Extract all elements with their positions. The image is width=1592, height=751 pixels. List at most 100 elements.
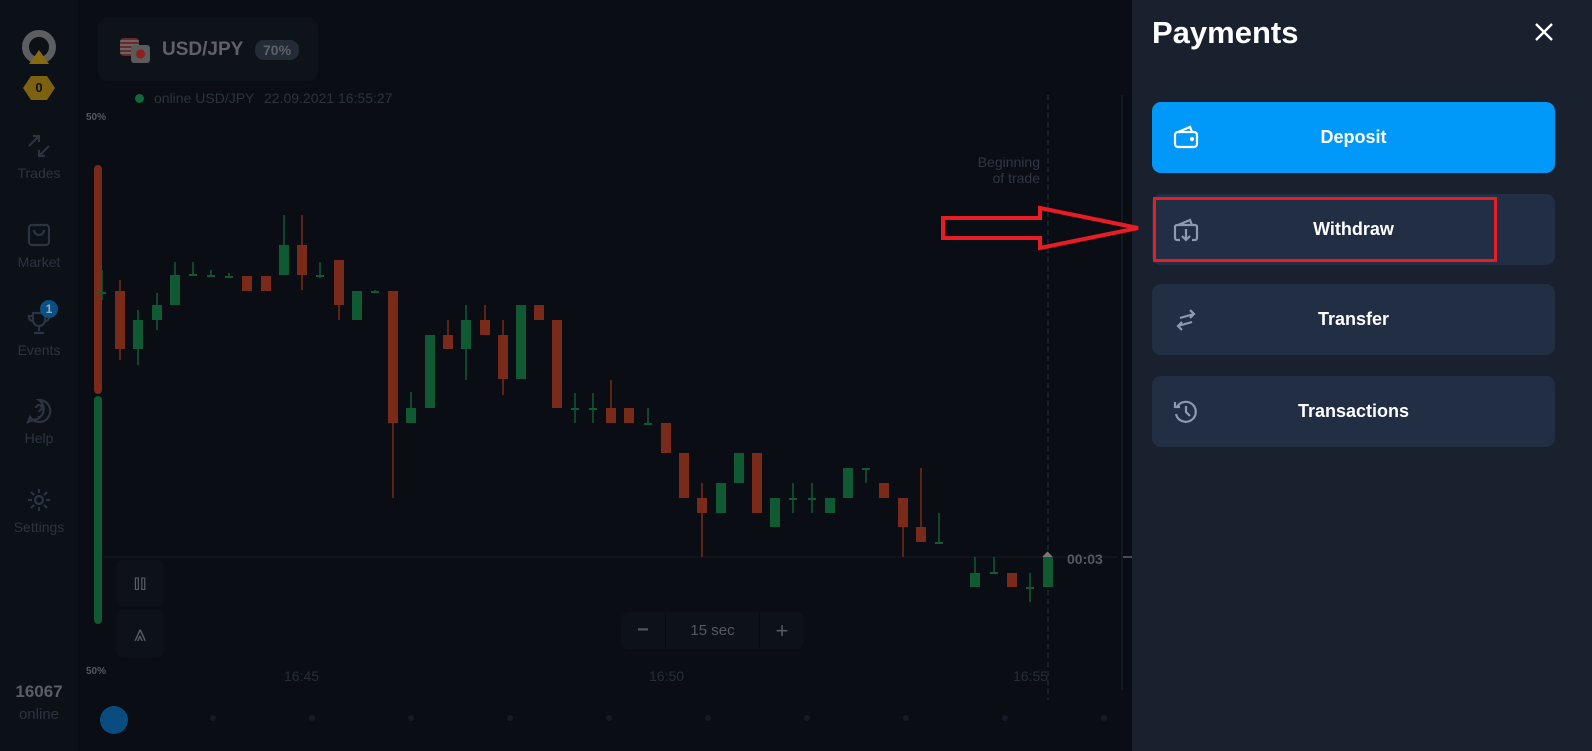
sidebar-item-settings[interactable]: Settings	[0, 487, 78, 535]
candle-body	[862, 468, 870, 470]
candle-body	[316, 275, 324, 277]
withdraw-highlight-box	[1153, 197, 1497, 262]
annotation-arrow	[941, 205, 1139, 251]
timeline-dot	[1002, 715, 1008, 721]
candle-body	[261, 276, 271, 291]
bottom-percent: 50%	[86, 666, 107, 677]
candle-body	[990, 572, 998, 574]
trade-label-1: Beginning	[977, 154, 1040, 170]
candle-body	[406, 408, 416, 423]
candle-body	[170, 275, 180, 305]
gear-icon	[28, 489, 50, 511]
candle-body	[644, 423, 652, 425]
candle-body	[225, 276, 233, 278]
sentiment-bar-down	[94, 165, 102, 394]
candle-body	[242, 276, 252, 291]
payments-panel: Payments Deposit Withdraw Transfer Trans…	[1132, 0, 1592, 751]
timeline-dot	[210, 715, 216, 721]
candle-body	[752, 453, 762, 513]
candle-body	[697, 498, 707, 513]
candle-body	[461, 320, 471, 349]
jpy-flag-icon	[131, 45, 150, 63]
asset-datetime: 22.09.2021 16:55:27	[264, 90, 393, 106]
candle-body	[443, 335, 453, 349]
deposit-button[interactable]: Deposit	[1152, 102, 1555, 173]
timeframe-value: 15 sec	[690, 622, 735, 639]
close-button[interactable]	[1530, 18, 1558, 46]
rank-triangle-icon	[29, 50, 49, 64]
candle-body	[189, 274, 197, 276]
timeline-dot	[1101, 715, 1107, 721]
candle-body	[770, 498, 780, 527]
top-percent: 50%	[86, 112, 107, 123]
candle-body	[716, 483, 726, 513]
candle-body	[825, 498, 835, 513]
transfer-button[interactable]: Transfer	[1152, 284, 1555, 355]
sidebar-item-events[interactable]: Events 1	[17, 300, 61, 358]
candle-body	[115, 291, 125, 349]
candle-body	[970, 573, 980, 587]
candle-body	[98, 292, 106, 294]
candlestick-chart	[98, 95, 1132, 721]
timeframe-control: − 15 sec +	[621, 612, 804, 649]
candle-body	[534, 305, 544, 320]
candle-body	[352, 291, 362, 320]
timeline-dot	[804, 715, 810, 721]
chart-type-button[interactable]: ⫾⫾	[116, 560, 164, 606]
candle-body	[388, 291, 398, 423]
sidebar-item-help[interactable]: Help	[0, 398, 78, 446]
candle-body	[516, 305, 526, 379]
x-tick: 16:50	[649, 668, 685, 684]
candle-body	[1007, 573, 1017, 587]
withdraw-button[interactable]: Withdraw	[1152, 194, 1555, 265]
chart-area[interactable]: USD/JPY 70% online USD/JPY 22.09.2021 16…	[78, 0, 1132, 751]
x-tick: 16:55	[1013, 668, 1049, 684]
candle-body	[334, 260, 344, 305]
withdraw-icon	[1173, 218, 1199, 242]
drawing-tools-button[interactable]: ⩓	[116, 610, 164, 658]
candle-body	[808, 498, 816, 500]
candle-body	[589, 408, 597, 410]
sidebar-item-trades[interactable]: Trades	[0, 133, 78, 181]
timeline-dot	[606, 715, 612, 721]
online-dot	[135, 94, 144, 103]
expiry-timer: 00:03	[1067, 551, 1103, 567]
candle-body	[133, 320, 143, 349]
timeframe-plus-button[interactable]: +	[759, 612, 804, 649]
online-count: 16067	[15, 682, 63, 701]
candle-body	[279, 245, 289, 275]
wallet-icon	[1173, 125, 1199, 149]
timeline-handle[interactable]	[100, 706, 128, 734]
help-icon	[26, 398, 52, 424]
candle-body	[734, 453, 744, 483]
asset-status: online USD/JPY	[154, 90, 255, 106]
history-icon	[1173, 400, 1197, 423]
candle-body	[207, 275, 215, 277]
candle-body	[916, 527, 926, 542]
candle-body	[898, 498, 908, 527]
timeline-dot	[408, 715, 414, 721]
candle-body	[935, 542, 943, 544]
candle-body	[789, 498, 797, 500]
x-tick: 16:45	[284, 668, 320, 684]
timeframe-minus-button[interactable]: −	[621, 612, 666, 649]
level-badge: 0	[23, 76, 55, 100]
candle-body	[843, 468, 853, 498]
candle-body	[661, 423, 671, 453]
candle-body	[606, 408, 616, 423]
transactions-button[interactable]: Transactions	[1152, 376, 1555, 447]
arrows-icon	[28, 134, 50, 158]
candle-body	[498, 335, 508, 379]
candle-body	[152, 305, 162, 320]
candle-body	[571, 408, 579, 410]
candle-body	[679, 453, 689, 498]
online-label: online	[18, 706, 60, 723]
sidebar-item-market[interactable]: Market	[0, 222, 78, 270]
payout-badge: 70%	[255, 40, 300, 60]
transfer-icon	[1176, 309, 1196, 331]
timeline-dot	[507, 715, 513, 721]
panel-title: Payments	[1152, 15, 1299, 50]
asset-selector[interactable]: USD/JPY 70%	[98, 18, 318, 81]
sentiment-bar-up	[94, 396, 102, 624]
candle-body	[1043, 557, 1053, 587]
